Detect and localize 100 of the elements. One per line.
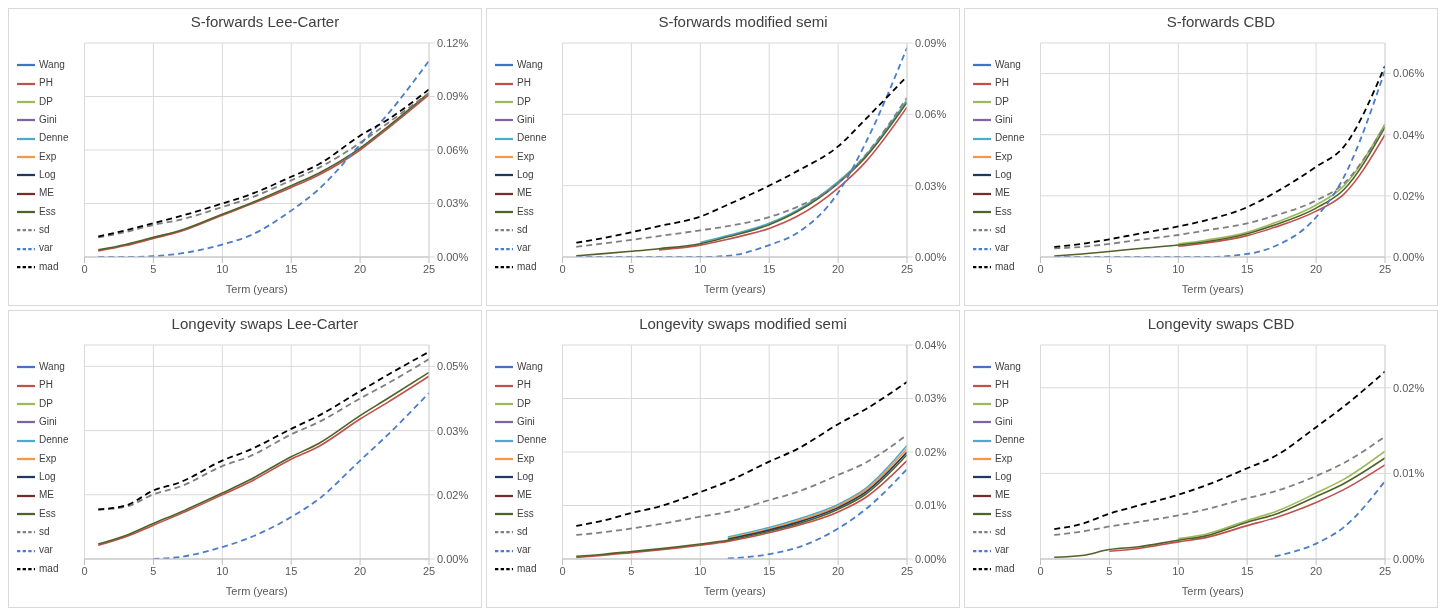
- legend-label: Exp: [517, 452, 535, 464]
- legend-label: mad: [39, 562, 59, 574]
- x-tick-label: 0: [559, 262, 566, 275]
- y-tick-label: 0.09%: [915, 36, 947, 49]
- line-series: [658, 106, 907, 251]
- legend-label: Wang: [39, 360, 65, 372]
- legend-label: Exp: [39, 150, 57, 162]
- x-axis-title: Term (years): [1181, 585, 1244, 597]
- legend-label: Gini: [517, 415, 535, 427]
- legend-label: mad: [995, 260, 1015, 272]
- legend-label: var: [995, 544, 1009, 556]
- line-series: [1273, 480, 1385, 558]
- line-series: [1053, 457, 1385, 559]
- legend-label: Log: [517, 471, 534, 482]
- legend-label: ME: [995, 489, 1010, 501]
- x-tick-label: 15: [1241, 564, 1254, 577]
- y-tick-label: 0.06%: [915, 108, 947, 121]
- legend-label: Exp: [995, 452, 1013, 464]
- legend-label: ME: [995, 187, 1010, 199]
- y-tick-label: 0.03%: [437, 197, 469, 210]
- chart-title: S-forwards Lee-Carter: [189, 12, 341, 32]
- x-tick-label: 5: [150, 564, 157, 577]
- legend-label: ME: [39, 489, 54, 501]
- legend-label: mad: [517, 562, 537, 574]
- legend-label: Ess: [39, 205, 56, 217]
- x-tick-label: 25: [1378, 564, 1392, 577]
- legend-label: sd: [517, 224, 528, 236]
- x-tick-label: 25: [900, 564, 914, 577]
- legend-label: DP: [995, 397, 1009, 409]
- legend-label: Ess: [517, 205, 534, 217]
- legend-label: PH: [517, 77, 531, 89]
- x-tick-label: 15: [285, 564, 298, 577]
- legend-label: Gini: [39, 113, 57, 125]
- y-tick-label: 0.00%: [437, 250, 469, 263]
- legend-label: DP: [517, 95, 531, 107]
- x-axis-title: Term (years): [1181, 283, 1244, 295]
- legend-label: ME: [39, 187, 54, 199]
- legend-label: PH: [995, 379, 1009, 391]
- legend-label: Exp: [517, 150, 535, 162]
- legend-label: Denne: [39, 132, 69, 144]
- legend-label: Denne: [517, 132, 547, 144]
- y-tick-label: 0.02%: [915, 445, 947, 458]
- legend-label: var: [517, 544, 531, 556]
- chart-title: S-forwards CBD: [1165, 12, 1277, 32]
- legend-label: Log: [39, 169, 56, 180]
- x-tick-label: 20: [831, 262, 845, 275]
- x-tick-label: 25: [422, 564, 436, 577]
- legend-label: Denne: [995, 434, 1025, 446]
- x-tick-label: 25: [900, 262, 914, 275]
- legend-label: Wang: [995, 360, 1021, 372]
- line-series: [1177, 450, 1385, 540]
- legend-label: Denne: [517, 434, 547, 446]
- chart-title: Longevity swaps CBD: [1146, 314, 1296, 334]
- x-axis-title: Term (years): [703, 585, 766, 597]
- x-tick-label: 10: [694, 564, 707, 577]
- legend-label: sd: [39, 526, 50, 538]
- y-tick-label: 0.02%: [1393, 189, 1425, 202]
- y-tick-label: 0.00%: [915, 250, 947, 263]
- legend-label: Ess: [995, 507, 1012, 519]
- y-tick-label: 0.04%: [1393, 128, 1425, 141]
- chart-title: Longevity swaps Lee-Carter: [170, 314, 360, 334]
- y-tick-label: 0.00%: [1393, 552, 1425, 565]
- x-tick-label: 0: [1037, 262, 1044, 275]
- legend-label: var: [995, 242, 1009, 254]
- line-series: [726, 468, 907, 559]
- y-tick-label: 0.09%: [437, 90, 469, 103]
- line-series: [575, 381, 907, 527]
- chart-title: S-forwards modified semi: [657, 12, 829, 32]
- line-series: [699, 99, 907, 244]
- x-tick-label: 20: [353, 564, 367, 577]
- legend-label: Ess: [995, 205, 1012, 217]
- legend-label: Wang: [995, 58, 1021, 70]
- y-tick-label: 0.03%: [437, 424, 469, 437]
- legend-label: Ess: [517, 507, 534, 519]
- x-tick-label: 5: [1106, 564, 1113, 577]
- x-tick-label: 15: [763, 262, 776, 275]
- legend-label: DP: [995, 95, 1009, 107]
- x-tick-label: 15: [1241, 262, 1254, 275]
- x-tick-label: 0: [81, 564, 88, 577]
- x-tick-label: 0: [81, 262, 88, 275]
- x-tick-label: 0: [1037, 564, 1044, 577]
- legend-label: Exp: [39, 452, 57, 464]
- legend-label: Gini: [995, 415, 1013, 427]
- x-tick-label: 0: [559, 564, 566, 577]
- legend-label: Denne: [995, 132, 1025, 144]
- line-series: [1108, 464, 1385, 553]
- y-tick-label: 0.00%: [1393, 250, 1425, 263]
- legend-label: sd: [995, 526, 1006, 538]
- legend-label: Wang: [39, 58, 65, 70]
- x-tick-label: 10: [1172, 564, 1185, 577]
- legend-label: Log: [39, 471, 56, 482]
- legend-label: PH: [517, 379, 531, 391]
- line-series: [1053, 435, 1385, 536]
- x-tick-label: 25: [422, 262, 436, 275]
- x-tick-label: 25: [1378, 262, 1392, 275]
- legend-label: Gini: [995, 113, 1013, 125]
- y-tick-label: 0.06%: [437, 143, 469, 156]
- y-tick-label: 0.02%: [437, 488, 469, 501]
- x-tick-label: 5: [150, 262, 157, 275]
- legend-label: sd: [995, 224, 1006, 236]
